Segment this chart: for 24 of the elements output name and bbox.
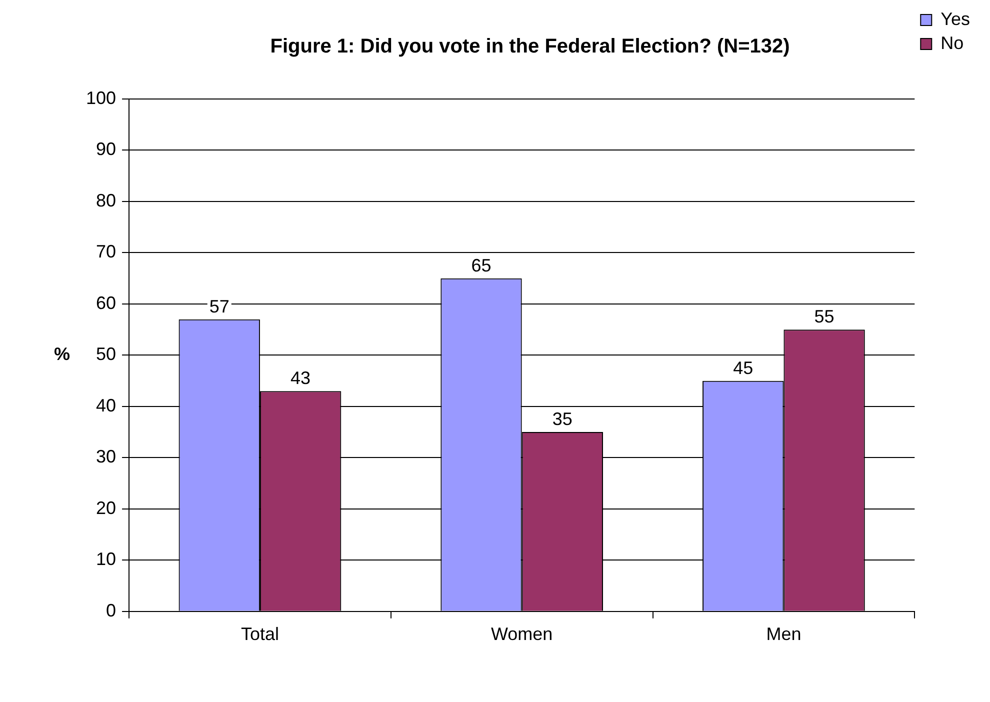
y-tick-label: 60 (96, 292, 116, 313)
data-label: 45 (733, 358, 754, 378)
y-tick-label: 80 (96, 190, 116, 210)
y-tick-label: 40 (96, 395, 116, 416)
legend-label: Yes (940, 8, 970, 29)
x-tick-label: Men (766, 624, 802, 644)
legend-label: No (940, 32, 964, 53)
y-tick-label: 90 (96, 139, 116, 160)
data-label: 65 (471, 255, 492, 276)
chart-title: Figure 1: Did you vote in the Federal Election? (N=132) (270, 36, 790, 58)
y-tick-label: 50 (96, 344, 116, 364)
data-label: 55 (814, 306, 834, 327)
y-tick-label: 70 (96, 242, 116, 262)
y-tick-label: 0 (106, 600, 116, 620)
y-tick-label: 30 (96, 446, 116, 467)
y-tick-label: 10 (96, 549, 116, 570)
y-axis-title: % (54, 344, 70, 364)
data-label: 43 (290, 368, 311, 388)
x-tick-label: Women (490, 624, 553, 644)
y-tick-label: 100 (86, 88, 116, 108)
y-tick-label: 20 (96, 498, 116, 518)
data-label: 35 (552, 409, 572, 430)
data-label: 57 (209, 296, 230, 316)
x-tick-label: Total (240, 624, 279, 644)
